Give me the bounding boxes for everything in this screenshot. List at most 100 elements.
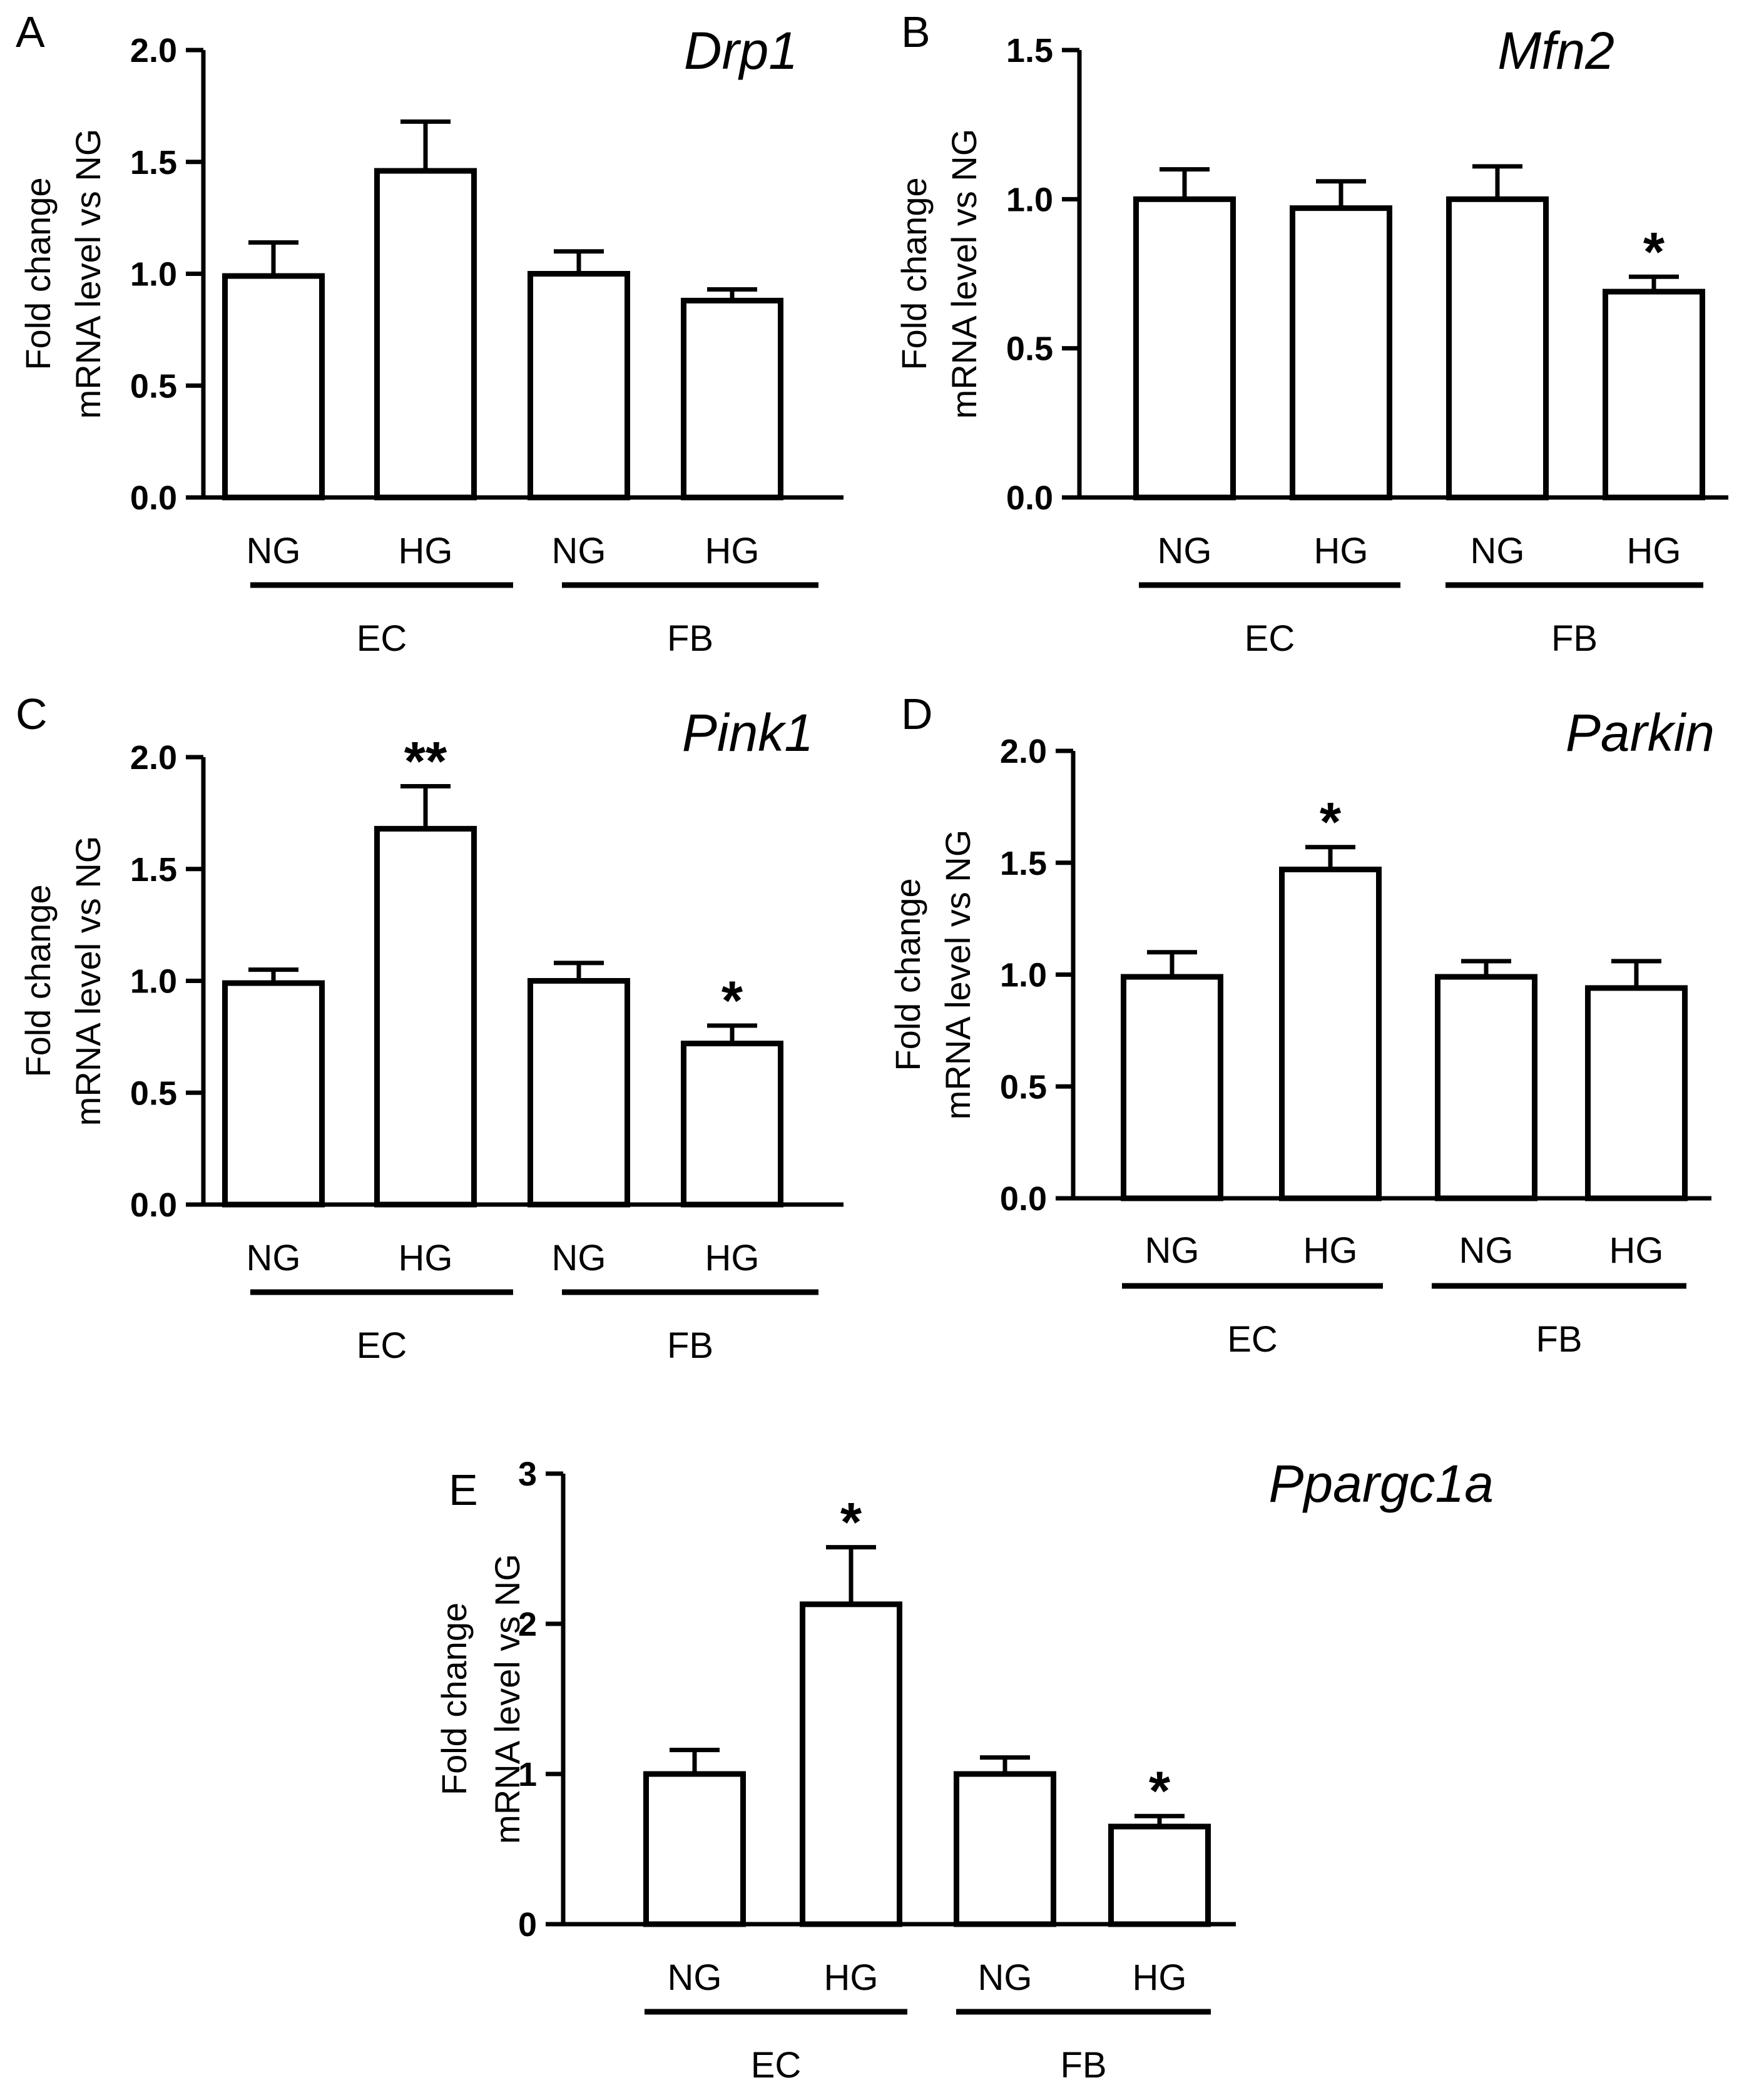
group-label: FB <box>1060 2045 1106 2086</box>
bar <box>681 1041 783 1208</box>
panel-d: D Parkin Fold change mRNA level vs NG 0.0 0.5… <box>888 690 1715 1360</box>
category-label: HG <box>824 1957 879 1998</box>
bar <box>1435 974 1537 1201</box>
category-label: NG <box>552 531 606 571</box>
category-label: HG <box>1609 1230 1664 1271</box>
y-tick-label: 0.0 <box>130 479 177 517</box>
y-tick-label: 0.0 <box>1006 479 1053 517</box>
y-tick-label: 1.0 <box>130 963 177 1001</box>
y-tick-label: 0 <box>518 1906 537 1944</box>
group-label: FB <box>667 618 713 659</box>
y-tick-label: 1.0 <box>1006 181 1053 218</box>
panel-letter: E <box>449 1465 478 1514</box>
significance-marker: * <box>1643 220 1665 282</box>
y-axis-label: Fold change <box>888 878 927 1071</box>
gene-title: Pink1 <box>682 703 813 762</box>
category-label: HG <box>1133 1957 1187 1998</box>
category-label: HG <box>399 531 453 571</box>
y-tick-label: 0.5 <box>130 1074 177 1112</box>
y-tick-label: 0.0 <box>130 1186 177 1224</box>
bar <box>1446 196 1549 501</box>
bar <box>528 978 630 1208</box>
significance-marker: ** <box>404 730 447 792</box>
category-label: HG <box>1314 531 1369 571</box>
category-label: HG <box>1627 531 1681 571</box>
y-axis-label: mRNA level vs NG <box>68 836 108 1126</box>
y-axis-label: mRNA level vs NG <box>487 1554 527 1844</box>
panel-letter: A <box>16 8 45 56</box>
gene-title: Ppargc1a <box>1268 1454 1494 1513</box>
y-axis-label: mRNA level vs NG <box>944 129 984 419</box>
group-label: EC <box>751 2045 802 2086</box>
category-label: NG <box>247 531 301 571</box>
group-label: EC <box>1245 618 1295 659</box>
category-label: NG <box>1145 1230 1200 1271</box>
y-tick-label: 3 <box>518 1455 537 1493</box>
y-axis-label: Fold change <box>434 1603 474 1795</box>
category-label: NG <box>1459 1230 1514 1271</box>
group-label: FB <box>1536 1319 1582 1360</box>
bar <box>800 1601 902 1927</box>
significance-marker: * <box>1149 1760 1171 1822</box>
panel-letter: B <box>901 8 930 56</box>
group-label: EC <box>357 1325 407 1366</box>
bar <box>374 825 477 1208</box>
y-tick-label: 2.0 <box>130 739 177 777</box>
panel-letter: D <box>901 690 933 738</box>
bar <box>222 980 325 1208</box>
y-tick-label: 1.0 <box>1000 957 1047 994</box>
bar <box>1121 974 1223 1201</box>
category-label: NG <box>668 1957 722 1998</box>
y-tick-label: 1.5 <box>1000 845 1047 882</box>
bar <box>1133 196 1236 501</box>
panel-b: B Mfn2 Fold change mRNA level vs NG 0.0 0.5 1.… <box>894 8 1728 659</box>
category-label: NG <box>552 1238 606 1278</box>
y-tick-label: 1.5 <box>1006 32 1053 69</box>
group-label: EC <box>357 618 407 659</box>
bar <box>374 168 477 501</box>
category-label: HG <box>399 1238 453 1278</box>
y-tick-label: 0.0 <box>1000 1180 1047 1218</box>
y-tick-label: 2.0 <box>130 32 177 69</box>
bar <box>1603 288 1705 501</box>
y-axis-label: mRNA level vs NG <box>938 830 977 1120</box>
group-label: FB <box>1551 618 1598 659</box>
significance-marker: * <box>721 969 743 1031</box>
y-axis-label: Fold change <box>18 884 58 1077</box>
y-tick-label: 1 <box>518 1756 537 1793</box>
category-label: NG <box>247 1238 301 1278</box>
bar <box>681 297 783 501</box>
category-label: NG <box>1471 531 1525 571</box>
y-tick-label: 1.5 <box>130 851 177 889</box>
category-label: HG <box>1303 1230 1358 1271</box>
y-tick-label: 2.0 <box>1000 733 1047 770</box>
panel-c: C Pink1 Fold change mRNA level vs NG 0.0 0.5 1… <box>16 690 844 1366</box>
category-label: HG <box>705 1238 760 1278</box>
panel-letter: C <box>16 690 48 738</box>
y-tick-label: 1.5 <box>130 144 177 181</box>
y-axis-label: Fold change <box>894 177 934 370</box>
bar <box>954 1771 1056 1927</box>
y-tick-label: 1.0 <box>130 256 177 293</box>
y-tick-label: 0.5 <box>1006 330 1053 368</box>
bar <box>1585 985 1688 1201</box>
bar <box>222 273 325 501</box>
gene-title: Mfn2 <box>1497 21 1614 80</box>
bar <box>1290 205 1392 501</box>
category-label: NG <box>1158 531 1212 571</box>
category-label: HG <box>705 531 760 571</box>
significance-marker: * <box>1320 791 1342 853</box>
bar <box>1279 866 1382 1201</box>
panel-a: A Drp1 Fold change mRNA level vs NG 0.0 0.5 1.… <box>16 8 844 659</box>
significance-marker: * <box>840 1491 862 1553</box>
y-axis-label: Fold change <box>18 177 58 370</box>
bar <box>643 1771 746 1927</box>
gene-title: Parkin <box>1566 703 1715 762</box>
category-label: NG <box>978 1957 1032 1998</box>
y-axis-label: mRNA level vs NG <box>68 129 108 419</box>
panel-e: E Ppargc1a Fold change mRNA level vs NG 0 1 2 3… <box>434 1454 1494 2086</box>
bar <box>528 271 630 501</box>
group-label: FB <box>667 1325 713 1366</box>
gene-title: Drp1 <box>684 21 798 80</box>
